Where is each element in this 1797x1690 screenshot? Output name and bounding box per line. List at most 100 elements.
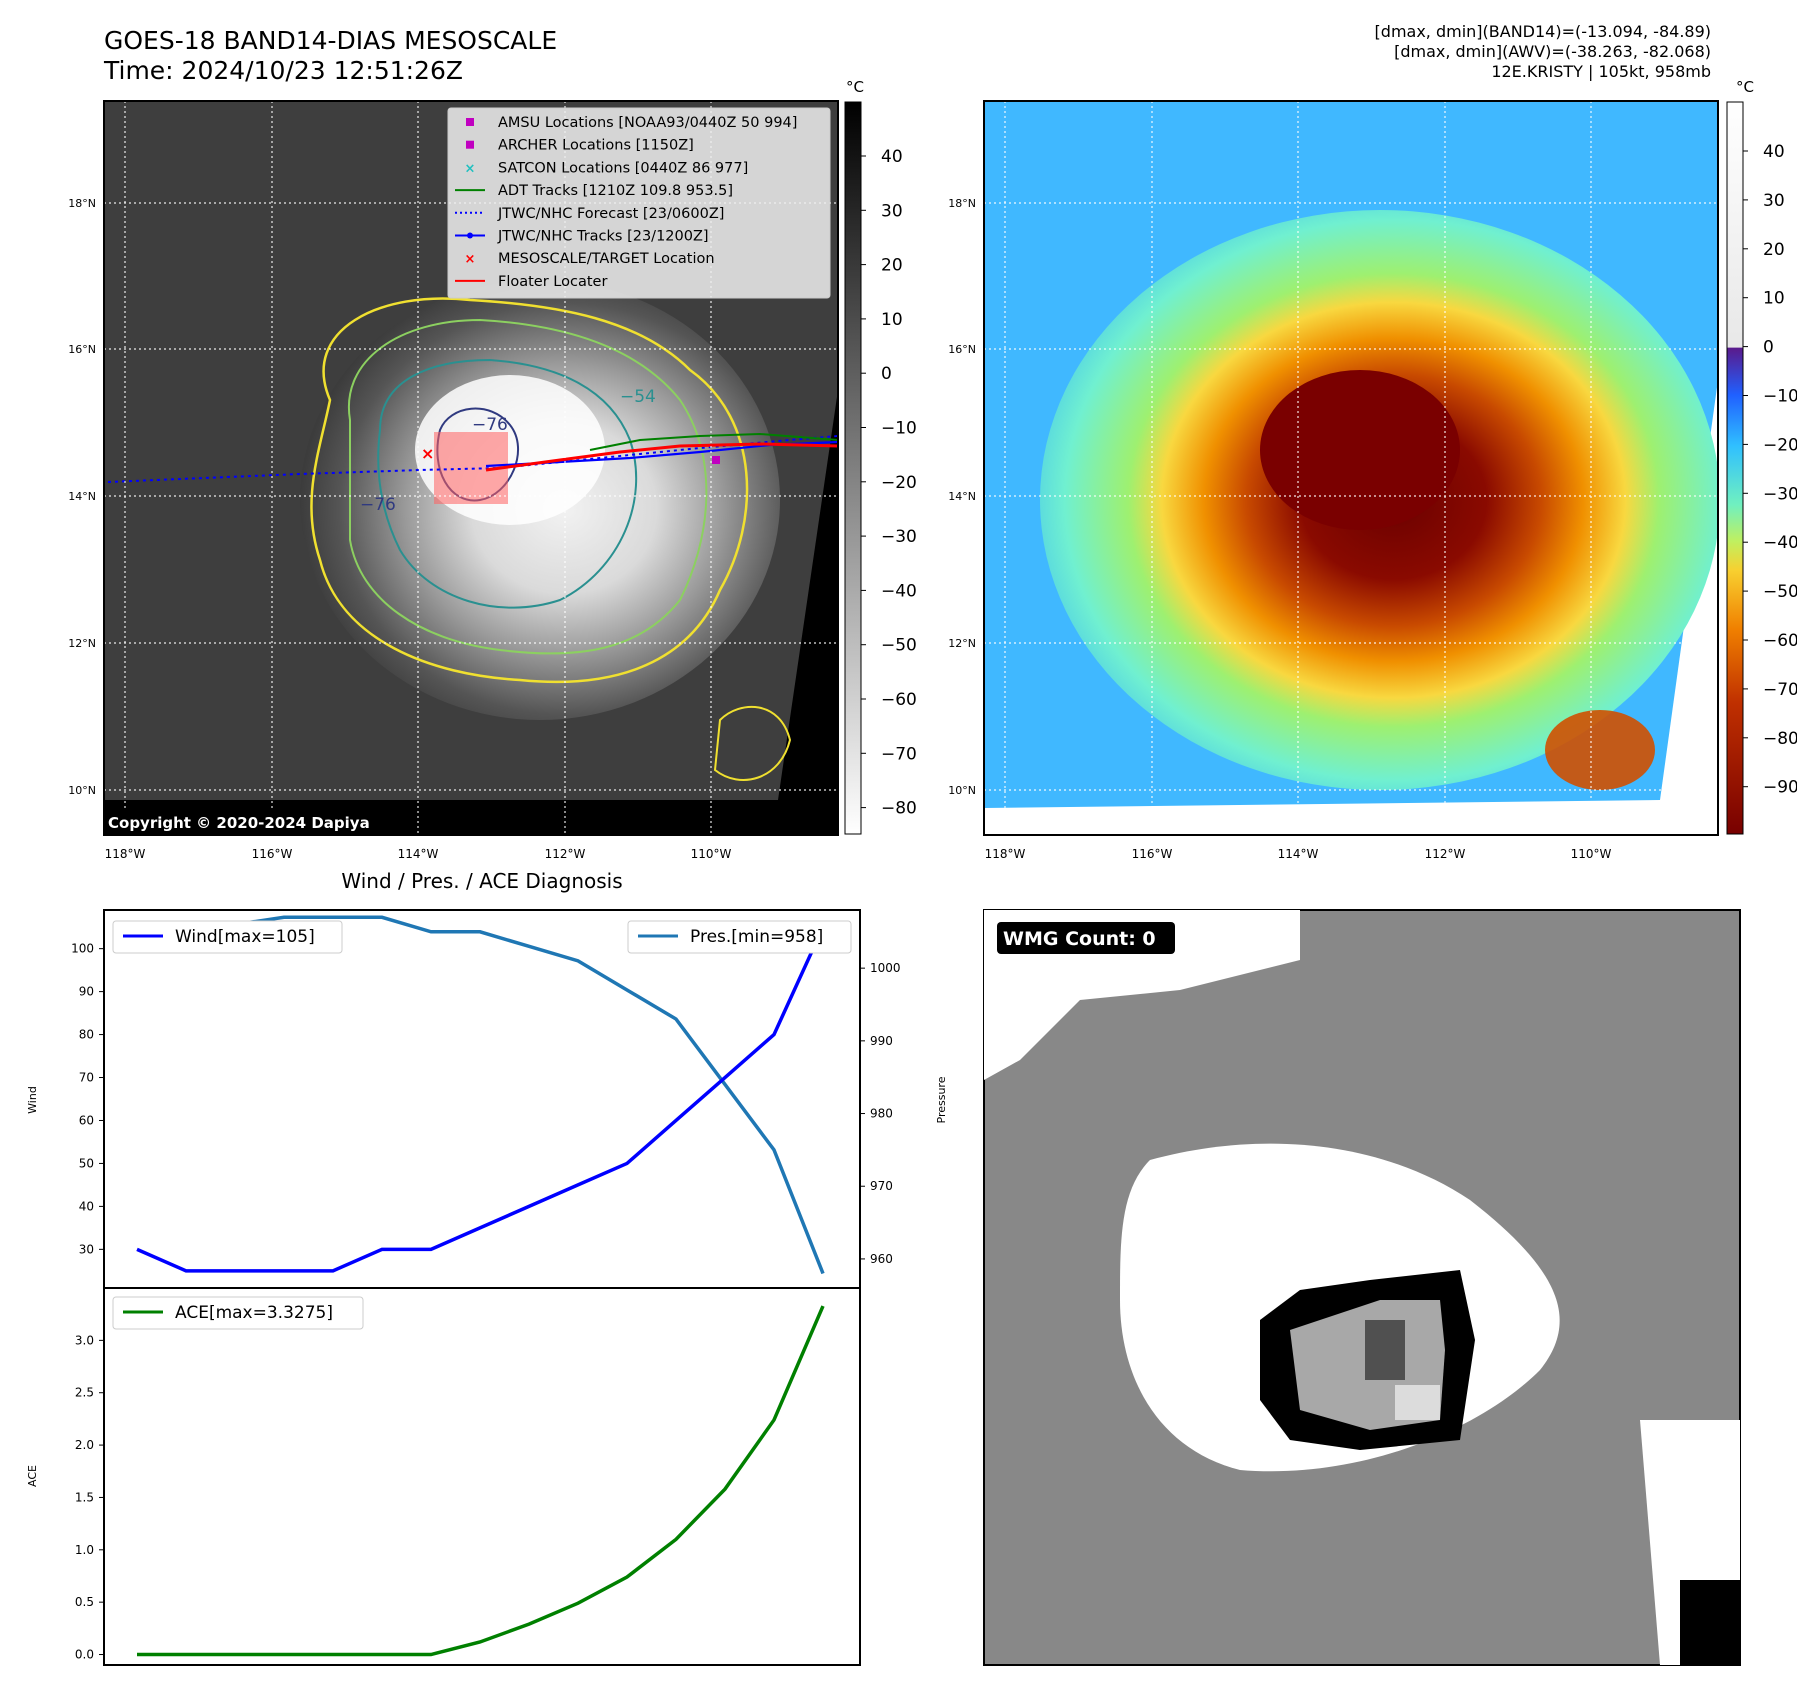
contour-label-76b: −76 <box>360 495 396 515</box>
wmg-black-corner <box>1680 1580 1740 1665</box>
colorbar-tick-label: −40 <box>1763 533 1797 553</box>
contour-south-cell <box>713 706 792 781</box>
wind-tick-label: 50 <box>79 1156 94 1170</box>
colorbar-tick-label: −70 <box>881 744 917 764</box>
colorbar-tick-label: −60 <box>881 690 917 710</box>
lat-tick-label: 12°N <box>948 637 976 650</box>
colorbar-tick-label: −30 <box>1763 484 1797 504</box>
wind-axis-label: Wind <box>26 1086 39 1114</box>
colorbar-tick-label: 10 <box>881 310 903 330</box>
ir-map-panel: −76 −54 −76 × Copyright © 2020-2024 Dapi… <box>68 78 917 861</box>
wind-tick-label: 40 <box>79 1199 94 1213</box>
colorbar-tick-label: −10 <box>1763 387 1797 407</box>
pressure-tick-label: 1000 <box>870 961 901 975</box>
colorbar-tick-label: −70 <box>1763 680 1797 700</box>
lat-tick-label: 14°N <box>948 490 976 503</box>
info-line-3: 12E.KRISTY | 105kt, 958mb <box>1491 62 1711 81</box>
colorbar-tick-label: −30 <box>881 527 917 547</box>
ir-colorbar-unit: °C <box>846 78 864 96</box>
lon-tick-label: 110°W <box>691 847 732 861</box>
colorbar-tick-label: 30 <box>881 201 903 221</box>
lon-tick-label: 118°W <box>105 847 146 861</box>
ir-gridlines <box>104 101 838 835</box>
amsu-marker <box>712 456 720 464</box>
awv-gridlines <box>984 101 1718 835</box>
colorbar-tick-label: −20 <box>1763 435 1797 455</box>
lat-tick-label: 10°N <box>948 784 976 797</box>
colorbar-tick-label: −50 <box>881 636 917 656</box>
legend-marker-square <box>466 140 474 149</box>
wmg-count-badge <box>997 922 1175 954</box>
legend-label: SATCON Locations [0440Z 86 977] <box>498 160 748 176</box>
ace-tick-label: 0.0 <box>75 1648 94 1662</box>
lon-tick-label: 118°W <box>985 847 1026 861</box>
colorbar-tick-label: 0 <box>1763 338 1774 358</box>
colorbar-tick-label: 0 <box>881 364 892 384</box>
wind-tick-label: 100 <box>71 942 94 956</box>
legend-label: ARCHER Locations [1150Z] <box>498 138 694 154</box>
ace-tick-label: 0.5 <box>75 1595 94 1609</box>
legend-marker-square <box>466 118 474 126</box>
wind-pressure-axes <box>103 909 861 1289</box>
wmg-eye-dark <box>1365 1320 1405 1380</box>
lon-tick-label: 114°W <box>398 847 439 861</box>
lon-tick-label: 112°W <box>1425 847 1466 861</box>
figure-title: GOES-18 BAND14-DIAS MESOSCALE Time: 2024… <box>104 26 557 86</box>
legend-label: JTWC/NHC Forecast [23/0600Z] <box>497 206 724 222</box>
contour-label-54: −54 <box>620 387 656 407</box>
lon-tick-label: 110°W <box>1571 847 1612 861</box>
wmg-panel: WMG Count: 0 <box>983 909 1741 1666</box>
awv-core <box>1260 370 1460 530</box>
wind-series-line <box>136 926 825 1273</box>
wind-tick-label: 80 <box>79 1028 94 1042</box>
legend-label: Floater Locater <box>498 274 607 290</box>
contour-teal <box>377 358 638 609</box>
ace-tick-label: 2.5 <box>75 1386 94 1400</box>
awv-map-border <box>983 100 1719 836</box>
wind-tick-label: 90 <box>79 985 94 999</box>
awv-colorbar-bar <box>1726 101 1744 835</box>
wind-tick-label: 30 <box>79 1242 94 1256</box>
title-line-1: GOES-18 BAND14-DIAS MESOSCALE <box>104 26 558 55</box>
pressure-axis-label: Pressure <box>935 1076 948 1123</box>
awv-colorbar-unit: °C <box>1736 78 1754 96</box>
info-line-1: [dmax, dmin](BAND14)=(-13.094, -84.89) <box>1374 22 1711 41</box>
pressure-legend-label: Pres.[min=958] <box>690 927 823 947</box>
lat-tick-label: 18°N <box>68 197 96 210</box>
colorbar-tick-label: −40 <box>881 581 917 601</box>
colorbar-tick-label: −90 <box>1763 778 1797 798</box>
legend-label: JTWC/NHC Tracks [23/1200Z] <box>497 229 709 245</box>
pressure-legend: Pres.[min=958] <box>627 920 852 954</box>
ir-legend: AMSU Locations [NOAA93/0440Z 50 994] ARCH… <box>447 107 831 299</box>
lon-tick-label: 116°W <box>252 847 293 861</box>
wmg-eye-light <box>1395 1385 1440 1420</box>
wind-legend-label: Wind[max=105] <box>175 927 315 947</box>
legend-label: ADT Tracks [1210Z 109.8 953.5] <box>498 183 733 199</box>
legend-label: AMSU Locations [NOAA93/0440Z 50 994] <box>498 115 797 131</box>
legend-label: MESOSCALE/TARGET Location <box>498 251 715 267</box>
colorbar-tick-label: −80 <box>1763 729 1797 749</box>
ir-map-border <box>103 100 839 836</box>
awv-map-panel: °C 403020100−10−20−30−40−50−60−70−80−90 … <box>948 78 1797 861</box>
copyright-text: Copyright © 2020-2024 Dapiya <box>108 814 370 832</box>
copyright-box <box>104 810 414 835</box>
ace-axes <box>103 1287 861 1666</box>
contour-green <box>347 318 708 655</box>
colorbar-tick-label: −20 <box>881 473 917 493</box>
colorbar-tick-label: 30 <box>1763 191 1785 211</box>
colorbar-tick-label: 20 <box>881 256 903 276</box>
pressure-tick-label: 970 <box>870 1179 893 1193</box>
colorbar-tick-label: 40 <box>881 147 903 167</box>
colorbar-tick-label: −80 <box>881 799 917 819</box>
wind-tick-label: 70 <box>79 1071 94 1085</box>
colorbar-tick-label: −50 <box>1763 582 1797 602</box>
storm-info: [dmax, dmin](BAND14)=(-13.094, -84.89) [… <box>1375 22 1711 82</box>
pressure-legend-box <box>627 920 852 954</box>
lat-tick-label: 16°N <box>68 343 96 356</box>
diagnosis-chart: Wind / Pres. / ACE Diagnosis Wind Pressu… <box>26 869 948 1666</box>
lon-tick-label: 112°W <box>545 847 586 861</box>
awv-colorbar: °C 40 30 20 10 0 −10 −20 −30 −40 −50 −60 −70 −80 −90 <box>1726 78 1797 835</box>
wmg-count-label: WMG Count: 0 <box>1003 928 1156 950</box>
ace-legend-label: ACE[max=3.3275] <box>175 1303 333 1323</box>
